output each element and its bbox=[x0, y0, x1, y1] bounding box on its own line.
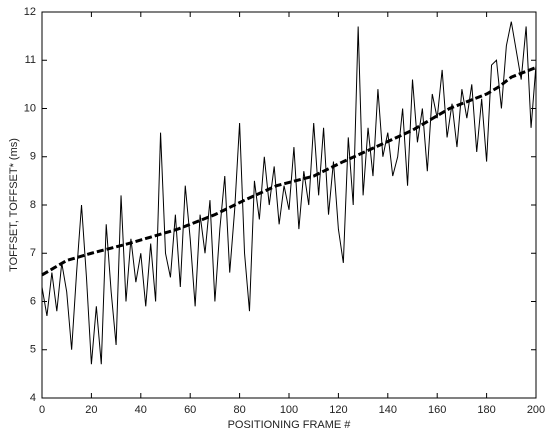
x-tick-label: 80 bbox=[233, 404, 245, 416]
x-tick-label: 140 bbox=[379, 404, 397, 416]
y-tick-label: 8 bbox=[30, 199, 36, 211]
x-tick-label: 160 bbox=[428, 404, 446, 416]
x-tick-label: 20 bbox=[85, 404, 97, 416]
x-tick-label: 40 bbox=[135, 404, 147, 416]
y-tick-label: 11 bbox=[25, 54, 36, 66]
y-tick-label: 4 bbox=[30, 392, 36, 404]
y-tick-label: 10 bbox=[24, 102, 36, 114]
x-tick-label: 180 bbox=[477, 404, 495, 416]
x-tick-label: 60 bbox=[184, 404, 196, 416]
x-tick-label: 0 bbox=[39, 404, 45, 416]
x-axis-label: POSITIONING FRAME # bbox=[228, 419, 352, 431]
x-tick-label: 100 bbox=[280, 404, 298, 416]
y-axis-label: TOFFSET, TOFFSET* (ms) bbox=[8, 138, 20, 272]
y-tick-label: 7 bbox=[30, 247, 36, 259]
dashed-line bbox=[41, 66, 537, 277]
y-tick-label: 12 bbox=[24, 6, 36, 18]
y-tick-label: 6 bbox=[30, 295, 36, 307]
data-line bbox=[41, 21, 537, 365]
y-tick-label: 5 bbox=[30, 344, 36, 356]
x-tick-label: 200 bbox=[527, 404, 545, 416]
x-tick-label: 120 bbox=[329, 404, 347, 416]
y-tick-label: 9 bbox=[30, 151, 36, 163]
